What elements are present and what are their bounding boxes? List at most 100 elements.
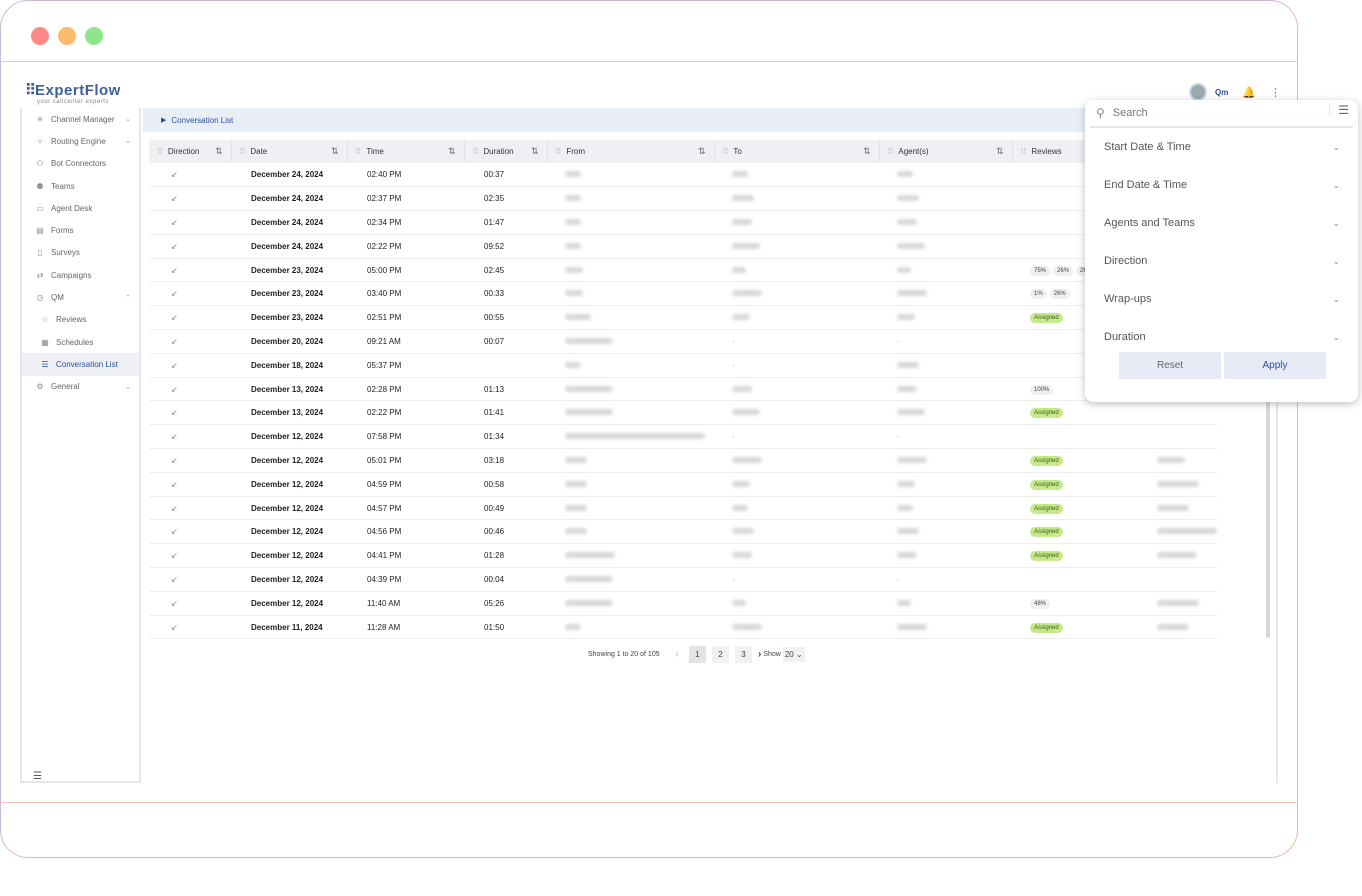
filter-section-duration[interactable]: Duration ⌄ [1085,318,1358,356]
table-row[interactable]: ↙ December 11, 2024 11:28 AM 01:50 Assig… [149,615,1217,640]
bell-icon[interactable]: 🔔 [1242,86,1257,99]
filter-section-direction[interactable]: Direction ⌄ [1085,242,1358,280]
chevron-icon[interactable]: ⌃ [125,294,131,302]
reset-button[interactable]: Reset [1119,352,1221,379]
next-page-icon[interactable]: › [757,649,762,660]
drag-handle-icon[interactable]: ⠿ [157,147,163,156]
redacted-value [897,290,927,297]
page-3-button[interactable]: 3 [734,646,752,663]
drag-handle-icon[interactable]: ⠿ [887,147,894,156]
review-badge[interactable]: 48% [1030,598,1051,609]
collapse-sidebar-icon[interactable]: ☰ [33,771,42,782]
filter-section-end-date-time[interactable]: End Date & Time ⌄ [1085,166,1358,204]
more-vert-icon[interactable]: ⋮ [1270,86,1282,99]
column-header-time[interactable]: ⠿ Time ⇅ [347,140,465,163]
drag-handle-icon[interactable]: ⠿ [239,147,246,156]
sort-icon[interactable]: ⇅ [697,146,706,156]
breadcrumb-item[interactable]: Conversation List [171,115,234,125]
table-row[interactable]: ↙ December 13, 2024 02:22 PM 01:41 Assig… [149,400,1217,426]
sidebar-item-surveys[interactable]: ▯ Surveys [22,242,139,264]
filter-section-start-date-time[interactable]: Start Date & Time ⌄ [1085,128,1358,166]
from-cell [547,400,714,426]
column-header-to[interactable]: ⠿ To ⇅ [714,140,880,163]
review-badge[interactable]: Assigned [1030,551,1063,562]
sidebar-item-channel-manager[interactable]: ✳ Channel Manager ⌄ [22,108,139,130]
chevron-icon[interactable]: ⌄ [125,116,131,124]
review-badge[interactable]: Assigned [1030,503,1063,514]
sort-icon[interactable]: ⇅ [447,146,456,156]
table-row[interactable]: ↙ December 24, 2024 02:22 PM 09:52 [149,234,1217,259]
table-row[interactable]: ↙ December 24, 2024 02:40 PM 00:37 [149,163,1217,188]
table-row[interactable]: ↙ December 24, 2024 02:37 PM 02:35 [149,186,1217,212]
table-row[interactable]: ↙ December 12, 2024 04:57 PM 00:49 Assig… [149,496,1217,521]
sidebar-item-bot-connectors[interactable]: ⚇ Bot Connectors [22,153,139,175]
drag-handle-icon[interactable]: ⠿ [1020,147,1027,156]
sidebar-item-conversation-list[interactable]: ☰ Conversation List [22,353,139,376]
sort-icon[interactable]: ⇅ [995,146,1004,156]
sort-icon[interactable]: ⇅ [530,146,539,156]
table-row[interactable]: ↙ December 18, 2024 05:37 PM - [149,353,1217,378]
review-badge[interactable]: 26% [1049,289,1070,300]
sidebar-item-routing-engine[interactable]: ⑂ Routing Engine ⌄ [22,130,139,152]
review-badge[interactable]: 26% [1053,265,1074,276]
review-badge[interactable]: 100% [1030,384,1054,395]
filter-section-wrap-ups[interactable]: Wrap-ups ⌄ [1085,280,1358,318]
prev-page-icon[interactable]: ‹ [675,649,679,660]
sort-icon[interactable]: ⇅ [214,146,223,156]
table-row[interactable]: ↙ December 12, 2024 05:01 PM 03:18 Assig… [149,448,1217,473]
review-badge[interactable]: Assigned [1030,455,1063,466]
drag-handle-icon[interactable]: ⠿ [472,147,479,156]
table-row[interactable]: ↙ December 12, 2024 11:40 AM 05:26 48% [149,591,1217,616]
column-header-duration[interactable]: ⠿ Duration ⇅ [464,140,548,163]
review-badge[interactable]: Assigned [1030,527,1063,538]
filter-section-agents-and-teams[interactable]: Agents and Teams ⌄ [1085,204,1358,242]
sidebar-item-schedules[interactable]: ▦ Schedules [22,331,139,353]
search-input[interactable] [1112,107,1313,119]
drag-handle-icon[interactable]: ⠿ [555,147,562,156]
chevron-icon[interactable]: ⌄ [125,138,131,146]
table-row[interactable]: ↙ December 12, 2024 04:39 PM 00:04 - - [149,567,1217,592]
table-row[interactable]: ↙ December 23, 2024 03:40 PM 00:33 1% 26% [149,281,1217,307]
column-header-agents[interactable]: ⠿ Agent(s) ⇅ [879,140,1013,163]
table-row[interactable]: ↙ December 12, 2024 04:41 PM 01:28 Assig… [149,543,1217,569]
column-header-date[interactable]: ⠿ Date ⇅ [231,140,348,163]
apply-button[interactable]: Apply [1224,352,1326,379]
filter-icon[interactable]: ☰ [1329,103,1349,117]
table-row[interactable]: ↙ December 24, 2024 02:34 PM 01:47 [149,210,1217,235]
chevron-icon[interactable]: ⌄ [125,383,131,391]
review-badge[interactable]: Assigned [1030,313,1063,324]
sidebar-item-agent-desk[interactable]: ▭ Agent Desk [22,197,139,219]
review-badge[interactable]: 75% [1030,265,1051,276]
sort-icon[interactable]: ⇅ [862,146,871,156]
maximize-window-button[interactable] [85,27,103,45]
close-window-button[interactable] [31,27,49,45]
table-row[interactable]: ↙ December 12, 2024 04:59 PM 00:58 Assig… [149,472,1217,497]
review-badge[interactable]: Assigned [1030,622,1063,633]
table-row[interactable]: ↙ December 12, 2024 04:56 PM 00:46 Assig… [149,519,1217,545]
column-header-from[interactable]: ⠿ From ⇅ [547,140,715,163]
review-badge[interactable]: Assigned [1030,408,1063,419]
minimize-window-button[interactable] [58,27,76,45]
avatar[interactable] [1189,83,1207,101]
page-1-button[interactable]: 1 [688,646,706,663]
page-size-select[interactable]: 20 ⌄ [782,647,805,662]
table-row[interactable]: ↙ December 23, 2024 05:00 PM 02:45 75% 26… [149,258,1217,283]
sort-icon[interactable]: ⇅ [330,146,339,156]
sidebar-item-qm[interactable]: ◷ QM ⌃ [22,286,139,308]
page-2-button[interactable]: 2 [711,646,729,663]
user-name[interactable]: Qm [1215,87,1229,97]
column-header-direction[interactable]: ⠿ Direction ⇅ [149,140,232,163]
sidebar-item-general[interactable]: ⚙ General ⌄ [22,376,139,398]
drag-handle-icon[interactable]: ⠿ [355,147,362,156]
drag-handle-icon[interactable]: ⠿ [722,147,729,156]
sidebar-item-campaigns[interactable]: ⇄ Campaigns [22,264,139,286]
table-row[interactable]: ↙ December 23, 2024 02:51 PM 00:55 Assig… [149,305,1217,331]
table-row[interactable]: ↙ December 20, 2024 09:21 AM 00:07 - - [149,329,1217,354]
sidebar-item-teams[interactable]: ⚉ Teams [22,175,139,197]
table-row[interactable]: ↙ December 12, 2024 07:58 PM 01:34 - - [149,424,1217,450]
sidebar-item-forms[interactable]: ▤ Forms [22,219,139,241]
review-badge[interactable]: 1% [1030,289,1047,300]
table-row[interactable]: ↙ December 13, 2024 02:28 PM 01:13 100% [149,377,1217,402]
sidebar-item-reviews[interactable]: ☆ Reviews [22,309,139,331]
review-badge[interactable]: Assigned [1030,479,1063,490]
